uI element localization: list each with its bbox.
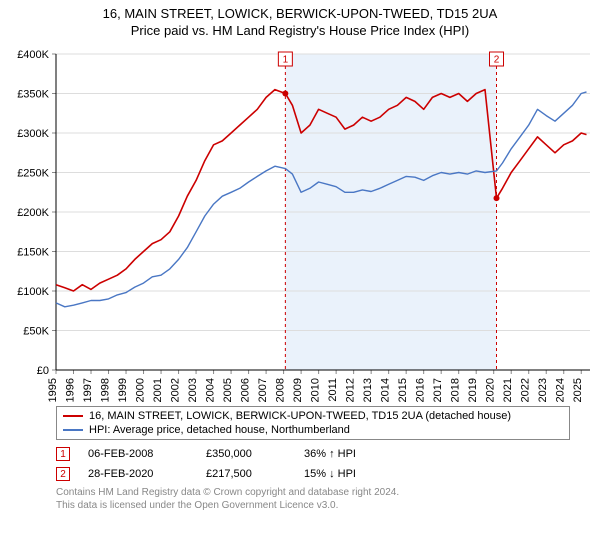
svg-text:2006: 2006 <box>240 378 252 402</box>
title-subtitle: Price paid vs. HM Land Registry's House … <box>0 21 600 42</box>
svg-text:2003: 2003 <box>187 378 199 402</box>
sale-price-1: £350,000 <box>206 448 286 460</box>
svg-text:2019: 2019 <box>467 378 479 402</box>
svg-text:2001: 2001 <box>152 378 164 402</box>
title-address: 16, MAIN STREET, LOWICK, BERWICK-UPON-TW… <box>0 0 600 21</box>
footnote-line2: This data is licensed under the Open Gov… <box>56 499 570 512</box>
svg-text:£250K: £250K <box>17 168 49 180</box>
svg-text:2015: 2015 <box>397 378 409 402</box>
legend-item-property: 16, MAIN STREET, LOWICK, BERWICK-UPON-TW… <box>63 409 563 423</box>
sale-row-1: 1 06-FEB-2008 £350,000 36% ↑ HPI <box>56 444 570 464</box>
svg-text:2013: 2013 <box>362 378 374 402</box>
svg-text:2005: 2005 <box>222 378 234 402</box>
svg-text:2: 2 <box>494 55 500 66</box>
legend-item-hpi: HPI: Average price, detached house, Nort… <box>63 423 563 437</box>
svg-text:2023: 2023 <box>537 378 549 402</box>
svg-text:£150K: £150K <box>17 247 49 259</box>
svg-text:£100K: £100K <box>17 286 49 298</box>
svg-text:1: 1 <box>283 55 289 66</box>
svg-text:2025: 2025 <box>572 378 584 402</box>
sale-delta-1: 36% ↑ HPI <box>304 448 404 460</box>
svg-text:2018: 2018 <box>450 378 462 402</box>
svg-text:2010: 2010 <box>310 378 322 402</box>
svg-text:2008: 2008 <box>275 378 287 402</box>
svg-text:1998: 1998 <box>100 378 112 402</box>
sale-marker-2-icon: 2 <box>56 467 70 481</box>
sale-delta-2: 15% ↓ HPI <box>304 468 404 480</box>
svg-text:2011: 2011 <box>327 378 339 402</box>
svg-text:2016: 2016 <box>415 378 427 402</box>
legend-label-hpi: HPI: Average price, detached house, Nort… <box>89 424 350 436</box>
footnote: Contains HM Land Registry data © Crown c… <box>56 486 570 512</box>
svg-text:2020: 2020 <box>485 378 497 402</box>
svg-text:£0: £0 <box>37 365 49 377</box>
svg-text:2021: 2021 <box>502 378 514 402</box>
sale-marker-1-icon: 1 <box>56 447 70 461</box>
svg-text:2012: 2012 <box>345 378 357 402</box>
sales-table: 1 06-FEB-2008 £350,000 36% ↑ HPI 2 28-FE… <box>56 444 570 484</box>
sale-date-1: 06-FEB-2008 <box>88 448 188 460</box>
sale-price-2: £217,500 <box>206 468 286 480</box>
svg-text:£400K: £400K <box>17 49 49 61</box>
svg-text:2000: 2000 <box>135 378 147 402</box>
svg-text:1995: 1995 <box>47 378 59 402</box>
title-block: 16, MAIN STREET, LOWICK, BERWICK-UPON-TW… <box>0 0 600 42</box>
svg-text:£200K: £200K <box>17 207 49 219</box>
price-chart: £0 £50K £100K £150K £200K £250K £300K £350K £400… <box>0 42 600 402</box>
legend-swatch-hpi <box>63 429 83 431</box>
svg-text:1996: 1996 <box>65 378 77 402</box>
legend: 16, MAIN STREET, LOWICK, BERWICK-UPON-TW… <box>56 406 570 440</box>
sale-row-2: 2 28-FEB-2020 £217,500 15% ↓ HPI <box>56 464 570 484</box>
svg-text:£300K: £300K <box>17 128 49 140</box>
svg-text:2007: 2007 <box>257 378 269 402</box>
sale-date-2: 28-FEB-2020 <box>88 468 188 480</box>
legend-swatch-property <box>63 415 83 417</box>
legend-label-property: 16, MAIN STREET, LOWICK, BERWICK-UPON-TW… <box>89 410 511 422</box>
svg-text:2014: 2014 <box>380 378 392 402</box>
svg-text:2017: 2017 <box>432 378 444 402</box>
svg-text:2022: 2022 <box>520 378 532 402</box>
svg-text:2024: 2024 <box>555 378 567 402</box>
svg-text:1997: 1997 <box>82 378 94 402</box>
svg-text:2004: 2004 <box>205 378 217 402</box>
svg-text:£350K: £350K <box>17 89 49 101</box>
chart-container: 16, MAIN STREET, LOWICK, BERWICK-UPON-TW… <box>0 0 600 560</box>
footnote-line1: Contains HM Land Registry data © Crown c… <box>56 486 570 499</box>
svg-text:1999: 1999 <box>117 378 129 402</box>
svg-text:2009: 2009 <box>292 378 304 402</box>
svg-text:£50K: £50K <box>23 326 49 338</box>
svg-text:2002: 2002 <box>170 378 182 402</box>
